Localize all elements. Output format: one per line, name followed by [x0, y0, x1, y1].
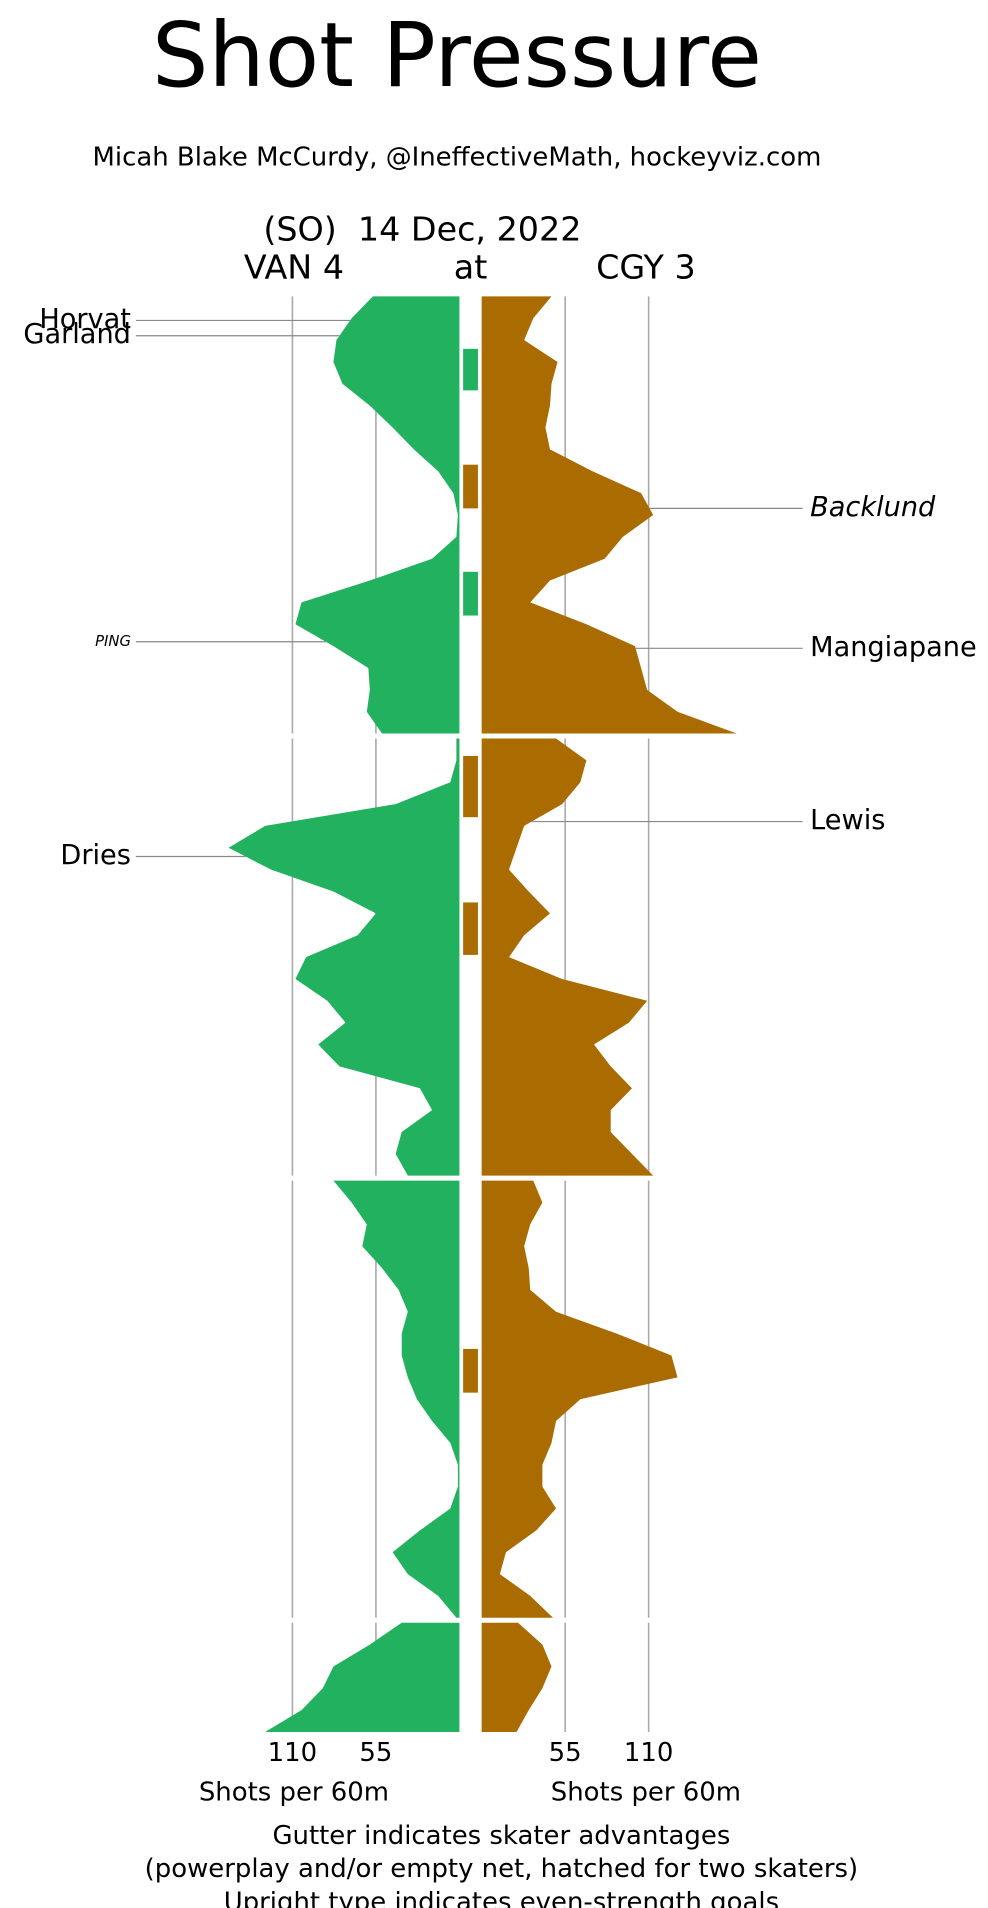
- x-tick-label: 55: [359, 1738, 392, 1768]
- advantage-bar: [463, 755, 478, 818]
- x-axis-label: Shots per 60m: [199, 1778, 389, 1808]
- annotation-label: Mangiapane: [810, 632, 977, 663]
- pressure-area: [228, 738, 460, 1176]
- pressure-area: [333, 1180, 460, 1618]
- pressure-area: [481, 738, 654, 1176]
- footnote: Gutter indicates skater advantages: [272, 1821, 730, 1851]
- advantage-bar: [463, 571, 478, 616]
- advantage-bar: [463, 902, 478, 955]
- advantage-bar: [463, 1348, 478, 1393]
- x-axis-label: Shots per 60m: [551, 1778, 741, 1808]
- annotation-label: Dries: [60, 840, 130, 871]
- pressure-area: [481, 296, 737, 734]
- annotation-label: PING: [95, 633, 131, 650]
- x-tick-label: 55: [549, 1738, 582, 1768]
- team-label: VAN 4: [244, 248, 344, 287]
- footnote: Upright type indicates even-strength goa…: [224, 1888, 779, 1908]
- pressure-area: [265, 1622, 460, 1733]
- pressure-area: [481, 1622, 552, 1733]
- chart-header: (SO) 14 Dec, 2022: [263, 209, 581, 248]
- pressure-area: [295, 296, 460, 734]
- annotation-label: Backlund: [810, 492, 936, 523]
- center-label: at: [454, 248, 488, 287]
- annotation-label: Garland: [23, 319, 130, 350]
- annotation-label: Lewis: [810, 805, 885, 836]
- team-label: CGY 3: [596, 248, 696, 287]
- footnote: (powerplay and/or empty net, hatched for…: [145, 1854, 859, 1884]
- x-tick-label: 110: [624, 1738, 673, 1768]
- advantage-bar: [463, 464, 478, 509]
- x-tick-label: 110: [268, 1738, 317, 1768]
- chart-subtitle: Micah Blake McCurdy, @IneffectiveMath, h…: [93, 143, 822, 173]
- pressure-area: [481, 1180, 678, 1618]
- chart-title: Shot Pressure: [152, 3, 762, 107]
- advantage-bar: [463, 348, 478, 391]
- annotation-label: Horvat: [39, 304, 131, 335]
